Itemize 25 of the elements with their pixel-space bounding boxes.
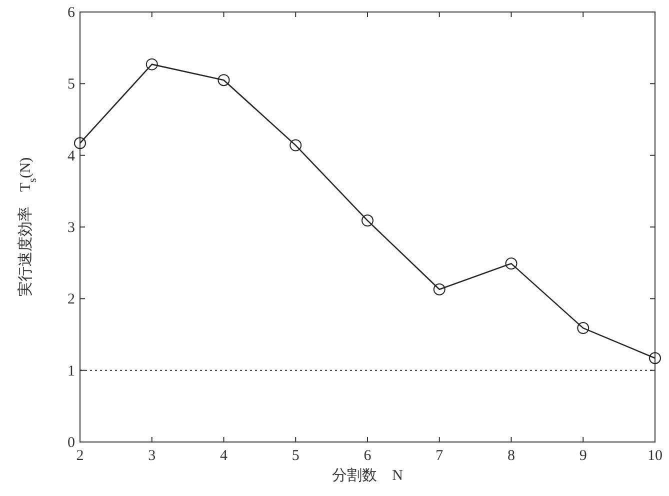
x-tick-label: 10 (648, 448, 662, 464)
point (433, 283, 446, 296)
y-tick-label: 4 (68, 148, 76, 164)
point (290, 139, 302, 152)
x-tick-label: 5 (292, 448, 300, 464)
x-tick-label: 4 (220, 448, 228, 464)
point (649, 352, 661, 364)
x-tick-label: 6 (364, 448, 372, 464)
point (362, 214, 374, 227)
point (218, 74, 230, 86)
y-tick-label: 5 (68, 76, 75, 93)
y-tick-label: 3 (68, 220, 75, 236)
x-tick-label: 9 (579, 448, 587, 464)
point (577, 322, 590, 334)
x-tick-label: 8 (508, 448, 515, 464)
y-tick-label: 2 (68, 292, 75, 308)
point (505, 258, 518, 270)
x-tick-label: 7 (436, 448, 444, 464)
y-tick-label: 6 (68, 5, 76, 21)
point (74, 137, 86, 150)
x-axis-title: 分割数 N (332, 467, 404, 484)
y-tick-label: 0 (68, 435, 75, 451)
x-tick-label: 3 (148, 448, 156, 464)
point (146, 58, 158, 70)
y-tick-label: 1 (68, 363, 75, 380)
